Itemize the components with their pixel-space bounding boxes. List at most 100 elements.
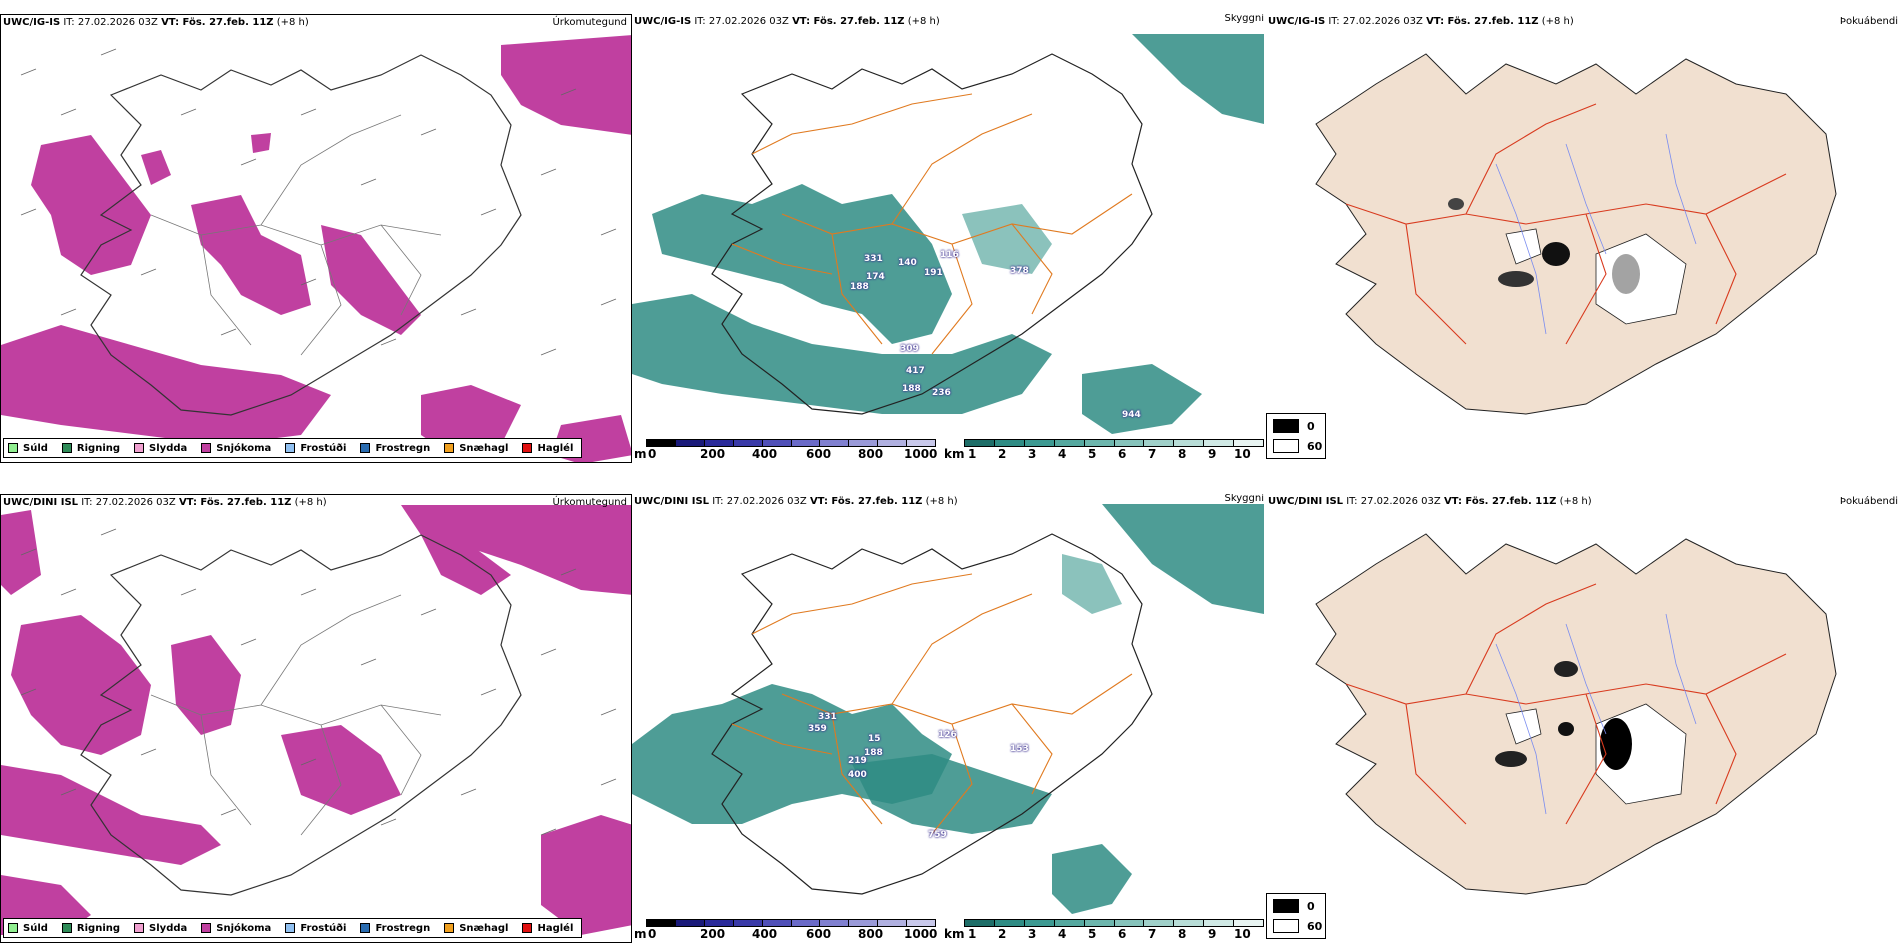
lead-time: (+8 h) [907,16,940,27]
legend-item: Frostregn [360,443,430,454]
colorbar-bin [849,440,879,446]
colorbar-tick: 600 [806,447,832,461]
colorbar-tick: 6 [1118,927,1127,941]
peak-value: 331 [818,712,837,722]
colorbar-bin [1234,440,1264,446]
colorbar-row: m 0 200 400 600 800 1000 km 1 2 3 4 5 [632,917,1264,943]
snow-area [541,815,631,935]
colorbar-bin [1054,920,1085,926]
fog-area [1600,718,1632,770]
colorbar-tick: 9 [1208,447,1217,461]
colorbar-tick: 4 [1058,447,1067,461]
colorbar-tick: 1000 [904,447,938,461]
panel-title: Þokuábendi [1839,496,1898,507]
panel-header: UWC/DINI ISL IT: 27.02.2026 03Z VT: Fös.… [634,496,958,507]
lead-time: (+8 h) [276,17,309,28]
legend-label: 0 [1307,899,1315,913]
peak-value: 331 [864,254,883,264]
colorbar-bin [675,440,705,446]
legend-label: Snjókoma [216,922,272,934]
colorbar-bin [907,440,936,446]
visibility-area [632,294,1052,414]
wind-barbs [20,528,617,836]
snow-panel-row1: UWC/IG-IS IT: 27.02.2026 03Z VT: Fös. 27… [1266,14,1900,463]
valid-time: VT: Fös. 27.feb. 11Z [161,17,274,28]
snow-area [11,615,151,755]
colorbar-tick: 200 [700,447,726,461]
colorbar-bin [1024,440,1055,446]
snow-area [31,135,151,275]
colorbar-unit: km [944,447,965,461]
legend-label: 60 [1307,919,1323,933]
peak-value: 191 [924,268,943,278]
iceland-outline [80,54,522,416]
peak-value: 944 [1122,410,1141,420]
lead-time: (+8 h) [925,496,958,507]
colorbar-tick: 7 [1148,447,1157,461]
wind-barbs [20,48,617,356]
legend-item: Rigning [61,443,120,454]
colorbar-bin [1204,920,1235,926]
panel-title: Skyggni [1224,494,1264,504]
init-time: IT: 27.02.2026 03Z [63,17,158,28]
legend-swatch [360,923,371,933]
legend-swatch [61,443,72,453]
init-time: IT: 27.02.2026 03Z [694,16,789,27]
precip-panel-row2: UWC/DINI ISL IT: 27.02.2026 03Z VT: Fös.… [0,494,632,943]
colorbar-tick: 800 [858,447,884,461]
legend-item: Frostregn [360,923,430,934]
colorbar-bin [675,920,705,926]
colorbar-bin [733,920,763,926]
legend-swatch [285,443,296,453]
colorbar-row: m 0 200 400 600 800 1000 km 1 2 3 4 5 [632,437,1264,463]
legend-label: Rigning [76,922,121,934]
colorbar-tick: 600 [806,927,832,941]
visibility-colorbar [964,439,1264,447]
legend-label: Frostúði [300,442,347,454]
colorbar-tick: 0 [648,927,657,941]
snow-area [1,765,221,865]
fog-legend: 0 60 [1266,413,1326,459]
glacier-area [1505,228,1542,265]
cloud-map-row2 [632,504,1264,914]
init-time: IT: 27.02.2026 03Z [712,496,807,507]
peak-value: 309 [900,344,919,354]
land-area [1315,533,1837,895]
legend-label: Haglél [537,442,574,454]
valid-time: VT: Fös. 27.feb. 11Z [178,497,292,508]
road-network [1345,103,1787,345]
panel-header: UWC/DINI ISL IT: 27.02.2026 03Z VT: Fös.… [1268,496,1592,507]
cloud-base-colorbar [646,919,936,927]
colorbar-tick: 1000 [904,927,938,941]
model-label: UWC/IG-IS [1268,16,1326,27]
colorbar-bin [994,920,1025,926]
valid-time: VT: Fös. 27.feb. 11Z [792,16,905,27]
colorbar-bin [1204,440,1235,446]
colorbar-bin [791,920,821,926]
fog-area [1558,722,1574,736]
peak-value: 153 [1010,744,1029,754]
snow-area [281,725,401,815]
colorbar-tick: 6 [1118,447,1127,461]
snow-area [501,35,631,135]
colorbar-tick: 800 [858,927,884,941]
colorbar-tick: 2 [998,447,1007,461]
valid-time: VT: Fös. 27.feb. 11Z [1426,16,1539,27]
peak-value: 188 [850,282,869,292]
model-label: UWC/DINI ISL [3,497,79,508]
legend-swatch [1273,919,1299,933]
fog-area [1498,271,1534,287]
snow-area [421,385,521,455]
colorbar-bin [820,920,850,926]
road-network [150,114,442,356]
legend-item: Frostúði [285,923,346,934]
legend-label: Súld [23,442,48,454]
legend-item: Súld [8,443,48,454]
snow-area [171,635,241,735]
precip-map-row2 [1,505,631,935]
snow-area [1,325,331,445]
colorbar-tick: 10 [1234,447,1251,461]
precip-legend: Súld Rigning Slydda Snjókoma Frostúði Fr… [3,438,583,458]
peak-value: 116 [940,250,959,260]
visibility-area [1052,844,1132,914]
